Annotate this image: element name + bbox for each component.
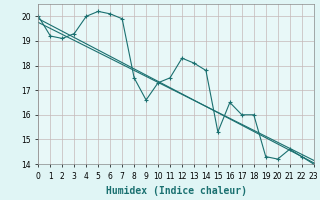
X-axis label: Humidex (Indice chaleur): Humidex (Indice chaleur) (106, 186, 246, 196)
